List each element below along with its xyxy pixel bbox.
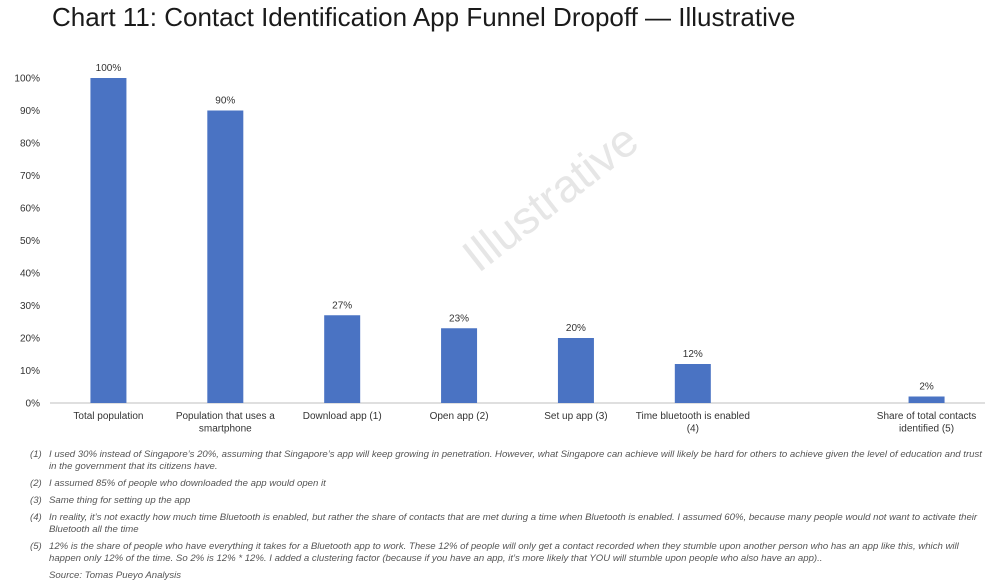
x-tick-label: Set up app (3) <box>544 411 607 422</box>
footnote-1: (1) I used 30% instead of Singapore’s 20… <box>30 449 985 473</box>
chart-title: Chart 11: Contact Identification App Fun… <box>52 2 796 32</box>
x-tick-label: (4) <box>687 424 699 435</box>
data-label: 23% <box>449 313 469 324</box>
bar <box>207 110 244 403</box>
data-label: 20% <box>566 323 586 334</box>
watermark-text: Illustrative <box>453 113 648 281</box>
y-tick-label: 70% <box>20 171 40 182</box>
y-tick-label: 50% <box>20 236 40 247</box>
bar <box>441 328 478 403</box>
x-tick-label: Share of total contacts <box>877 411 977 422</box>
footnote-text: I used 30% instead of Singapore’s 20%, a… <box>49 449 982 473</box>
footnote-number: (4) <box>30 511 42 523</box>
y-tick-label: 10% <box>20 366 40 377</box>
data-label: 12% <box>683 349 703 360</box>
footnotes: (1) I used 30% instead of Singapore’s 20… <box>30 449 985 582</box>
x-tick-label: Total population <box>73 411 143 422</box>
footnote-5: (5) 12% is the share of people who have … <box>30 541 985 565</box>
footnote-number: (5) <box>30 540 42 552</box>
y-tick-label: 90% <box>20 106 40 117</box>
bar <box>90 78 127 403</box>
bar <box>324 315 361 403</box>
x-tick-label: smartphone <box>199 424 252 435</box>
footnote-text: 12% is the share of people who have ever… <box>49 540 959 564</box>
bar-chart: Illustrative 0% 10% 20% 30% 40% 50% 60% 70% 80% 90… <box>14 63 985 435</box>
footnote-3: (3) Same thing for setting up the app <box>30 495 985 507</box>
y-tick-label: 100% <box>14 74 40 85</box>
footnote-2: (2) I assumed 85% of people who download… <box>30 478 985 490</box>
footnote-4: (4) In reality, it’s not exactly how muc… <box>30 512 985 536</box>
y-tick-label: 30% <box>20 301 40 312</box>
y-tick-label: 20% <box>20 334 40 345</box>
footnote-text: I assumed 85% of people who downloaded t… <box>49 478 326 489</box>
x-tick-label: identified (5) <box>899 424 954 435</box>
data-label: 27% <box>332 300 352 311</box>
x-tick-label: Population that uses a <box>176 411 275 422</box>
footnote-number: (3) <box>30 494 42 506</box>
x-tick-label: Time bluetooth is enabled <box>636 411 750 422</box>
x-tick-label: Open app (2) <box>430 411 489 422</box>
data-label: 2% <box>919 382 934 393</box>
bar <box>557 338 594 403</box>
footnote-text: Same thing for setting up the app <box>49 494 191 506</box>
data-label: 100% <box>96 63 122 74</box>
y-tick-label: 40% <box>20 269 40 280</box>
bar <box>674 364 711 403</box>
y-tick-label: 80% <box>20 139 40 150</box>
source-note: Source: Tomas Pueyo Analysis <box>49 569 182 581</box>
y-tick-label: 60% <box>20 204 40 215</box>
footnote-text: In reality, it’s not exactly how much ti… <box>49 511 978 535</box>
footnote-number: (1) <box>30 449 42 460</box>
data-label: 90% <box>215 96 235 107</box>
bar <box>908 396 945 403</box>
y-tick-label: 0% <box>26 399 41 410</box>
footnote-number: (2) <box>30 478 42 489</box>
x-tick-label: Download app (1) <box>303 411 382 422</box>
